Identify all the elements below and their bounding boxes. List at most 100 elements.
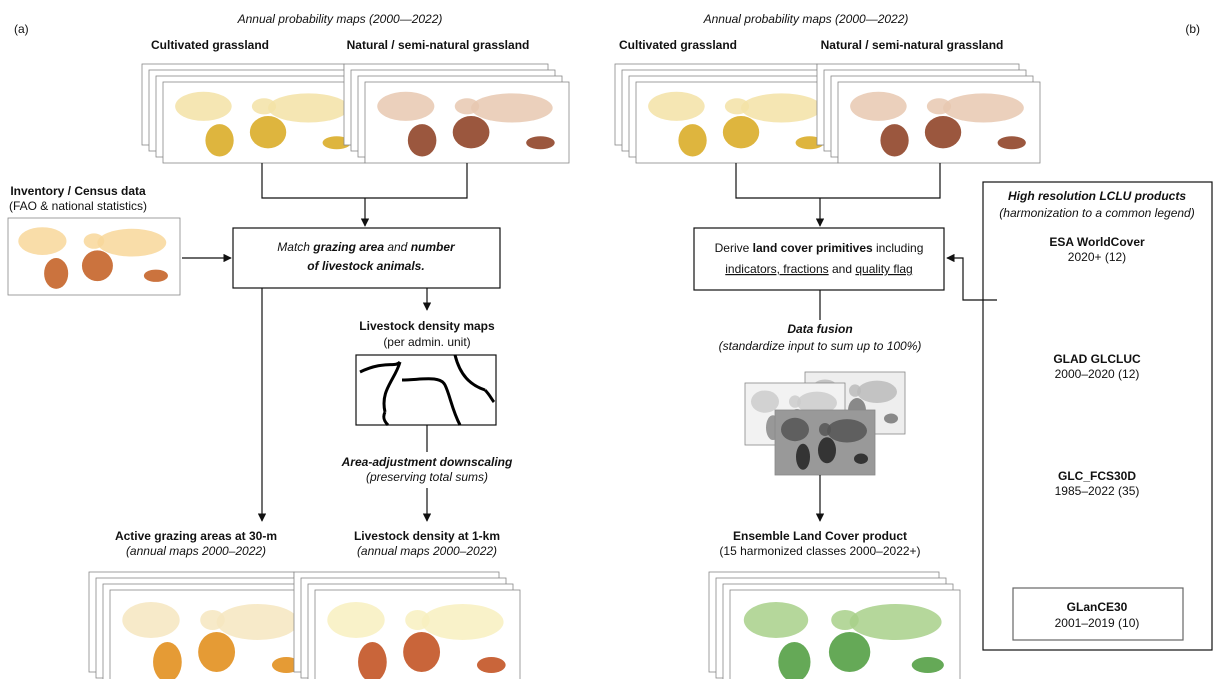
continent: [327, 602, 384, 638]
continent: [854, 454, 868, 464]
text: land cover primitives: [753, 241, 873, 255]
products-subtitle: (harmonization to a common legend): [999, 206, 1194, 220]
continent: [403, 632, 440, 672]
map-label: Natural / semi-natural grassland: [821, 38, 1004, 52]
continent: [884, 414, 898, 424]
products-title: High resolution LCLU products: [1008, 189, 1186, 203]
map-thumbnail: [315, 590, 520, 679]
bracket: [262, 163, 467, 198]
density-title: Livestock density maps: [359, 319, 495, 333]
continent: [175, 92, 232, 121]
continent: [198, 632, 235, 672]
continent: [943, 93, 1024, 122]
text: and: [384, 240, 411, 254]
match-line-2: of livestock animals.: [307, 259, 424, 273]
product-detail: 1985–2022 (35): [1055, 484, 1140, 498]
map-thumbnail: [636, 82, 838, 163]
continent: [408, 124, 437, 156]
product-detail: 2000–2020 (12): [1055, 367, 1140, 381]
map-thumbnail: [838, 82, 1040, 163]
product-name: GLC_FCS30D: [1058, 469, 1136, 483]
continent: [217, 604, 299, 640]
density-subtitle: (per admin. unit): [383, 335, 470, 349]
continent: [850, 92, 907, 121]
continent: [122, 602, 179, 638]
continent: [751, 390, 779, 412]
grazing-title: Active grazing areas at 30-m: [115, 529, 277, 543]
continent: [453, 116, 490, 148]
diagram: (a) Annual probability maps (2000—2022) …: [0, 0, 1214, 679]
ensemble-subtitle: (15 harmonized classes 2000–2022+): [719, 544, 920, 558]
panel-label: (b): [1185, 22, 1200, 36]
continent: [250, 116, 286, 148]
maps-title: Annual probability maps (2000—2022): [703, 12, 909, 26]
continent: [471, 93, 553, 122]
panel-label: (a): [14, 22, 29, 36]
continent: [678, 124, 706, 156]
fusion-subtitle: (standardize input to sum up to 100%): [719, 339, 922, 353]
map-thumbnail: [8, 218, 180, 295]
map-thumbnail: [110, 590, 315, 679]
text: quality flag: [855, 262, 912, 276]
bracket: [736, 163, 940, 198]
continent: [44, 258, 68, 289]
continent: [477, 657, 506, 673]
maps-title: Annual probability maps (2000—2022): [237, 12, 443, 26]
grazing-subtitle: (annual maps 2000–2022): [126, 544, 266, 558]
derive-box: [694, 228, 944, 290]
continent: [857, 381, 897, 403]
continent: [998, 136, 1026, 149]
continent: [377, 92, 434, 121]
text: including: [873, 241, 924, 255]
continent: [82, 250, 113, 281]
continent: [741, 93, 822, 122]
continent: [829, 632, 870, 672]
map-label: Cultivated grassland: [619, 38, 737, 52]
product-detail: 2001–2019 (10): [1055, 616, 1140, 630]
map-label: Cultivated grassland: [151, 38, 269, 52]
downscaling-subtitle: (preserving total sums): [366, 470, 488, 484]
continent: [880, 124, 908, 156]
inventory-subtitle: (FAO & national statistics): [9, 199, 147, 213]
continent: [268, 93, 349, 122]
continent: [912, 657, 944, 673]
text: indicators, fractions: [725, 262, 828, 276]
density-1km-title: Livestock density at 1-km: [354, 529, 500, 543]
continent: [18, 227, 66, 255]
ensemble-title: Ensemble Land Cover product: [733, 529, 907, 543]
downscaling-title: Area-adjustment downscaling: [341, 455, 513, 469]
text: Derive: [715, 241, 753, 255]
map-thumbnail: [730, 590, 960, 679]
continent: [744, 602, 808, 638]
continent: [925, 116, 961, 148]
continent: [205, 124, 233, 156]
match-box: [233, 228, 500, 288]
fusion-title: Data fusion: [787, 322, 852, 336]
text: Match: [277, 240, 313, 254]
continent: [97, 229, 166, 257]
map-label: Natural / semi-natural grassland: [347, 38, 530, 52]
continent: [526, 136, 555, 149]
continent: [144, 270, 168, 282]
text: and: [829, 262, 856, 276]
derive-line-1: Derive land cover primitives including: [715, 241, 924, 255]
continent: [781, 418, 809, 441]
product-name: ESA WorldCover: [1049, 235, 1145, 249]
map-thumbnail: [365, 82, 569, 163]
inventory-title: Inventory / Census data: [10, 184, 146, 198]
continent: [796, 444, 810, 470]
continent: [827, 419, 867, 442]
text: grazing area: [312, 240, 384, 254]
product-name: GLanCE30: [1067, 600, 1128, 614]
continent: [818, 437, 836, 463]
product-detail: 2020+ (12): [1068, 250, 1126, 264]
map-thumbnail: [775, 410, 875, 475]
match-line-1: Match grazing area and number: [277, 240, 456, 254]
continent: [723, 116, 759, 148]
continent: [422, 604, 504, 640]
continent: [648, 92, 705, 121]
text: number: [411, 240, 456, 254]
product-name: GLAD GLCLUC: [1053, 352, 1141, 366]
map-thumbnail: [163, 82, 365, 163]
continent: [850, 604, 942, 640]
